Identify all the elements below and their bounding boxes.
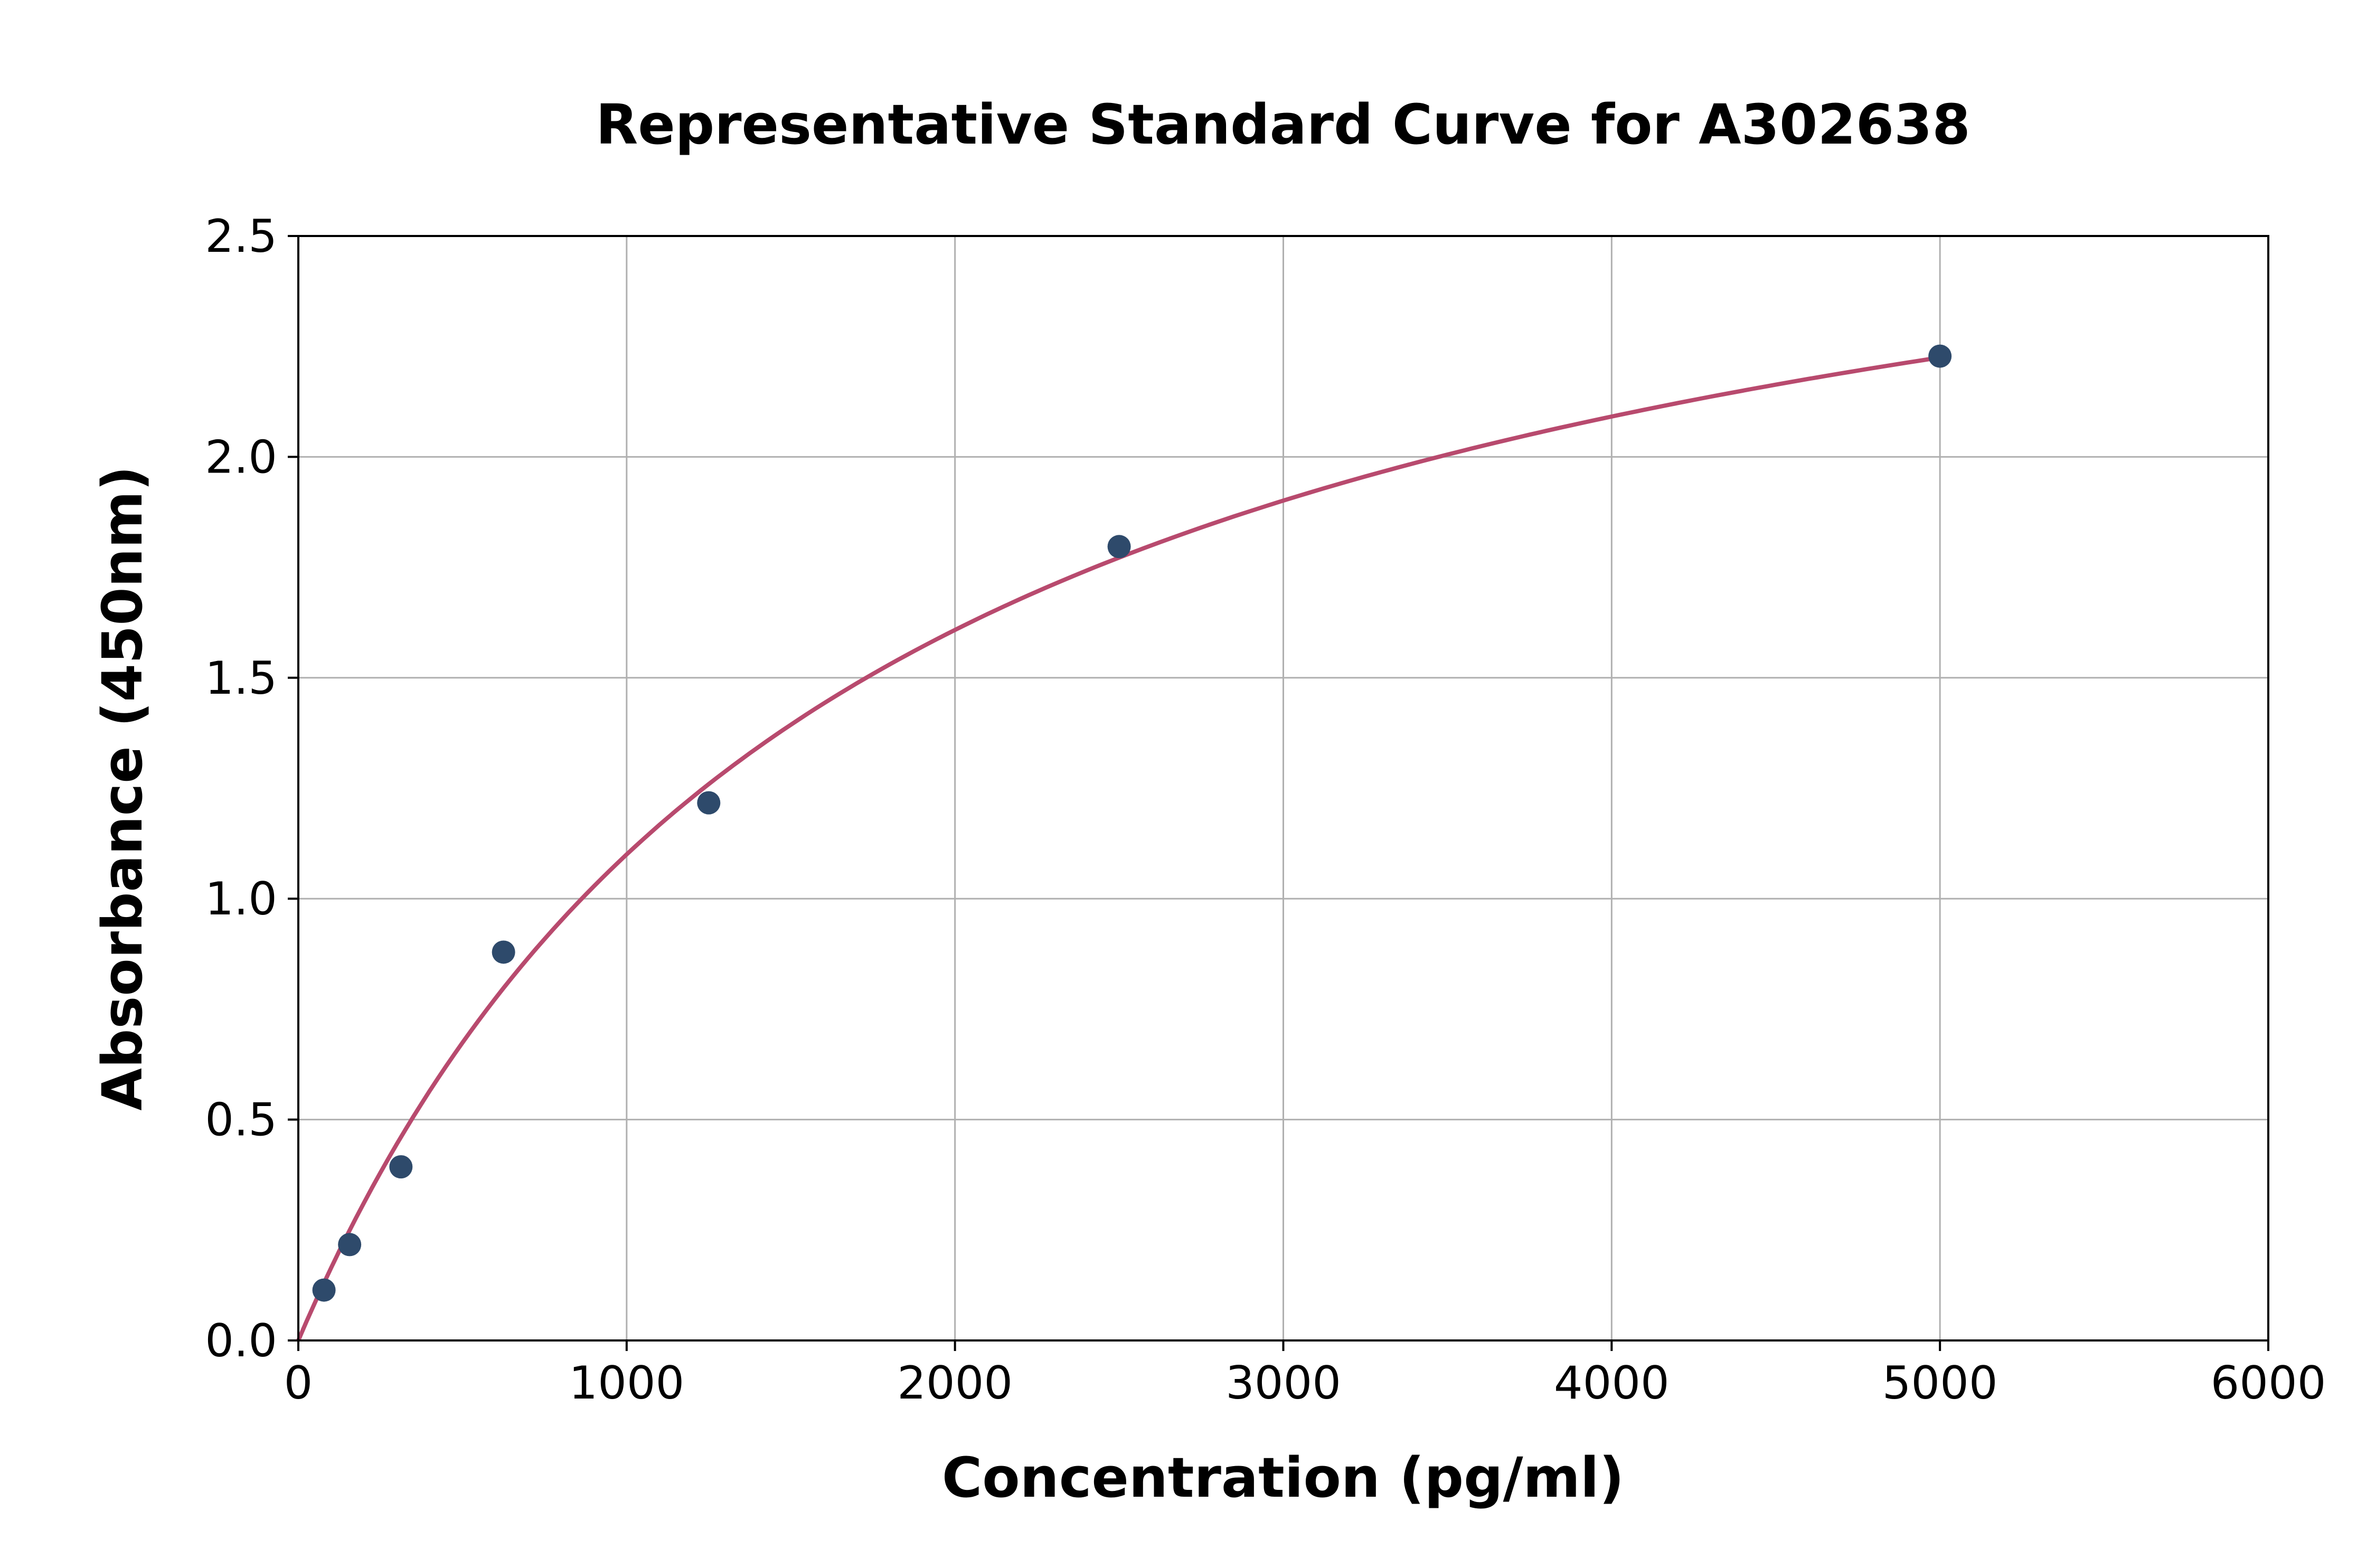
x-tick-label: 5000 <box>1882 1357 1998 1410</box>
y-tick-label: 1.5 <box>205 652 277 705</box>
data-point <box>492 940 515 964</box>
data-point <box>338 1233 362 1257</box>
x-tick-label: 6000 <box>2211 1357 2326 1410</box>
data-point <box>697 791 721 815</box>
grid <box>297 235 2269 1342</box>
x-axis-label: Concentration (pg/ml) <box>942 1446 1624 1510</box>
x-tick-label: 2000 <box>897 1357 1013 1410</box>
data-point <box>1928 344 1952 368</box>
fit-curve-group <box>296 355 1940 1342</box>
data-points <box>312 344 1952 1302</box>
y-tick-label: 2.0 <box>205 431 277 484</box>
chart-title: Representative Standard Curve for A30263… <box>596 92 1970 157</box>
y-axis-label: Absorbance (450nm) <box>90 466 155 1110</box>
y-tick-label: 1.0 <box>205 873 277 925</box>
x-tick-label: 3000 <box>1225 1357 1341 1410</box>
fit-curve-line <box>296 355 1940 1342</box>
x-tick-label: 0 <box>284 1357 313 1410</box>
y-tick-label: 2.5 <box>205 210 277 263</box>
data-point <box>389 1155 413 1179</box>
data-point <box>1107 535 1131 559</box>
x-tick-label: 1000 <box>569 1357 684 1410</box>
y-tick-label: 0.5 <box>205 1094 277 1147</box>
ticks: 0 1000 2000 3000 4000 5000 6000 0.0 0.5 1.0 1.5 2.0… <box>205 210 2326 1410</box>
x-tick-label: 4000 <box>1554 1357 1670 1410</box>
y-tick-label: 0.0 <box>205 1315 277 1367</box>
data-point <box>312 1278 336 1302</box>
